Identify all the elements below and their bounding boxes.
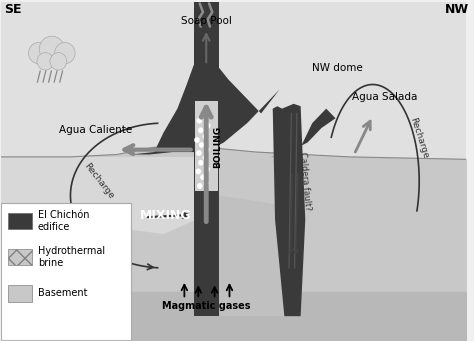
FancyBboxPatch shape — [195, 101, 218, 191]
FancyBboxPatch shape — [0, 203, 131, 340]
Circle shape — [37, 53, 54, 70]
Text: NW dome: NW dome — [312, 63, 363, 73]
Text: El Chichón
edifice: El Chichón edifice — [38, 210, 90, 232]
Circle shape — [201, 175, 206, 180]
Circle shape — [28, 43, 49, 64]
Text: Caldera fault?: Caldera fault? — [298, 151, 312, 211]
Text: Recharge: Recharge — [408, 116, 430, 159]
Circle shape — [197, 118, 202, 123]
Text: Soap Pool: Soap Pool — [181, 16, 232, 26]
Circle shape — [198, 160, 203, 165]
Polygon shape — [0, 157, 196, 234]
FancyBboxPatch shape — [194, 2, 219, 316]
Circle shape — [204, 147, 209, 152]
Circle shape — [198, 128, 203, 133]
Circle shape — [199, 142, 204, 147]
Circle shape — [197, 183, 202, 189]
Circle shape — [203, 155, 208, 161]
Text: MIXING: MIXING — [140, 209, 191, 222]
FancyBboxPatch shape — [8, 285, 32, 302]
FancyBboxPatch shape — [8, 249, 32, 266]
Text: Recharge: Recharge — [82, 161, 115, 201]
Polygon shape — [270, 109, 336, 157]
Circle shape — [196, 169, 201, 174]
Circle shape — [55, 43, 75, 64]
Polygon shape — [219, 195, 284, 316]
Polygon shape — [273, 104, 305, 316]
Text: NW: NW — [445, 3, 469, 16]
Circle shape — [50, 53, 67, 70]
Circle shape — [204, 181, 209, 186]
Circle shape — [203, 134, 208, 139]
Text: BOILING: BOILING — [213, 126, 222, 168]
Circle shape — [194, 137, 200, 143]
Text: Magmatic gases: Magmatic gases — [162, 301, 250, 311]
Text: Hydrothermal
brine: Hydrothermal brine — [38, 247, 105, 268]
Text: Agua Salada: Agua Salada — [352, 92, 417, 102]
Text: Basement: Basement — [38, 288, 87, 298]
FancyBboxPatch shape — [8, 213, 32, 229]
Circle shape — [205, 166, 210, 172]
Polygon shape — [131, 51, 294, 154]
Text: Agua Caliente: Agua Caliente — [59, 125, 133, 135]
Circle shape — [205, 123, 210, 128]
Text: SE: SE — [4, 3, 22, 16]
Circle shape — [39, 36, 64, 62]
FancyBboxPatch shape — [0, 2, 466, 340]
Circle shape — [196, 150, 201, 156]
